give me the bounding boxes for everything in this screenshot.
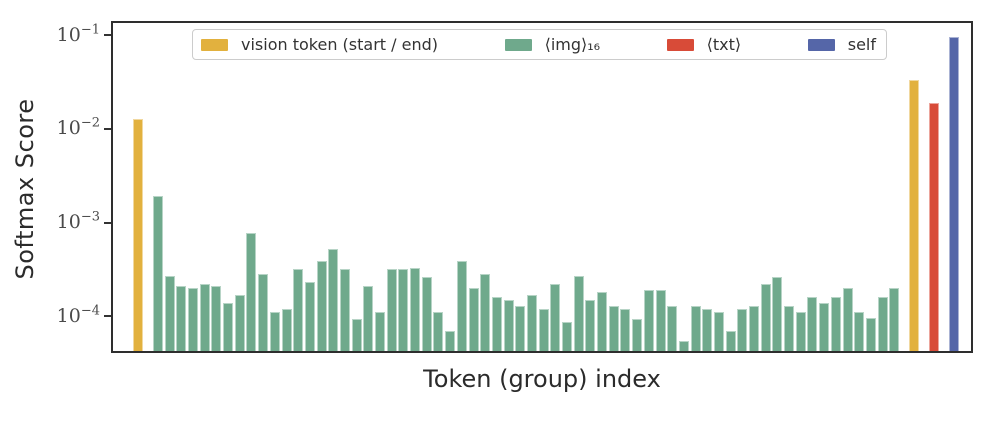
bar-img bbox=[468, 288, 479, 351]
y-tick-1e-1: 10−1 bbox=[57, 23, 111, 45]
legend-swatch-img-group bbox=[504, 38, 532, 51]
bar-img bbox=[199, 284, 210, 351]
tick-mark bbox=[104, 221, 111, 224]
bar-img bbox=[363, 286, 374, 351]
y-tick-1e-4: 10−4 bbox=[57, 305, 111, 326]
bar-img bbox=[608, 305, 619, 351]
legend-swatch-self bbox=[807, 38, 835, 51]
bar-img bbox=[877, 297, 888, 351]
bar-img bbox=[819, 302, 830, 351]
bars bbox=[113, 23, 971, 351]
legend-item-txt: ⟨txt⟩ bbox=[666, 36, 741, 53]
bar-img bbox=[480, 274, 491, 351]
bar-img bbox=[351, 319, 362, 351]
bar-img bbox=[585, 299, 596, 351]
bar-img bbox=[515, 305, 526, 351]
bar-img bbox=[152, 196, 163, 351]
bar-img bbox=[655, 290, 666, 351]
bar-img bbox=[304, 282, 315, 351]
bar-img bbox=[854, 312, 865, 351]
bar-img bbox=[188, 288, 199, 351]
bar-img bbox=[889, 288, 900, 351]
bar-img bbox=[503, 299, 514, 351]
bar-img bbox=[281, 308, 292, 351]
bar-img bbox=[643, 290, 654, 351]
bar-img bbox=[433, 312, 444, 351]
tick-mark bbox=[104, 127, 111, 130]
bar-img bbox=[223, 302, 234, 351]
bar-img bbox=[749, 305, 760, 351]
bar-img bbox=[293, 268, 304, 351]
bar-img bbox=[456, 260, 467, 351]
bar-img bbox=[491, 297, 502, 351]
bar-img bbox=[772, 277, 783, 351]
bar-img bbox=[269, 312, 280, 351]
bar-txt bbox=[929, 102, 940, 351]
bar-img bbox=[258, 274, 269, 351]
x-axis-title: Token (group) index bbox=[423, 365, 661, 393]
bar-img bbox=[725, 330, 736, 351]
bar-img bbox=[667, 305, 678, 351]
tick-mark bbox=[104, 315, 111, 318]
legend-swatch-txt bbox=[666, 38, 694, 51]
bar-img bbox=[211, 286, 222, 351]
bar-img bbox=[702, 308, 713, 351]
bar-img bbox=[573, 275, 584, 351]
bar-img bbox=[842, 288, 853, 351]
bar-img bbox=[386, 268, 397, 351]
bar-img bbox=[737, 308, 748, 351]
bar-img bbox=[410, 267, 421, 351]
bar-img bbox=[865, 318, 876, 351]
tick-mark bbox=[104, 34, 111, 36]
legend: vision token (start / end) ⟨img⟩₁₆ ⟨txt⟩… bbox=[192, 29, 887, 60]
bar-img bbox=[234, 294, 245, 351]
y-tick-1e-2: 10−2 bbox=[57, 117, 111, 139]
legend-item-img-group: ⟨img⟩₁₆ bbox=[504, 36, 600, 53]
bar-img bbox=[784, 305, 795, 351]
bar-vision bbox=[909, 80, 920, 351]
y-axis-ticks: 10−1 10−2 10−3 10−4 bbox=[0, 21, 111, 353]
bar-img bbox=[632, 319, 643, 351]
bar-img bbox=[597, 292, 608, 351]
bar-img bbox=[164, 275, 175, 351]
bar-img bbox=[807, 297, 818, 351]
bar-img bbox=[316, 260, 327, 351]
bar-img bbox=[375, 312, 386, 351]
y-tick-1e-3: 10−3 bbox=[57, 211, 111, 233]
bar-img bbox=[690, 305, 701, 351]
bar-self bbox=[949, 37, 960, 351]
plot-area: vision token (start / end) ⟨img⟩₁₆ ⟨txt⟩… bbox=[111, 21, 973, 353]
bar-img bbox=[445, 330, 456, 351]
bar-img bbox=[760, 284, 771, 351]
bar-img bbox=[339, 268, 350, 351]
bar-vision bbox=[133, 119, 143, 351]
bar-img bbox=[328, 249, 339, 351]
legend-item-vision-token: vision token (start / end) bbox=[201, 36, 438, 53]
bar-img bbox=[620, 308, 631, 351]
bar-img bbox=[795, 312, 806, 351]
bar-img bbox=[538, 308, 549, 351]
bar-img bbox=[246, 232, 257, 351]
legend-item-self: self bbox=[807, 36, 876, 53]
bar-img bbox=[830, 297, 841, 351]
legend-swatch-vision-token bbox=[201, 38, 228, 51]
bar-img bbox=[421, 277, 432, 351]
bar-img bbox=[526, 294, 537, 351]
bar-img bbox=[562, 321, 573, 351]
bar-img bbox=[176, 286, 187, 351]
bar-img bbox=[550, 284, 561, 351]
bar-img bbox=[398, 268, 409, 351]
bar-img bbox=[678, 340, 689, 351]
bar-img bbox=[713, 312, 724, 351]
